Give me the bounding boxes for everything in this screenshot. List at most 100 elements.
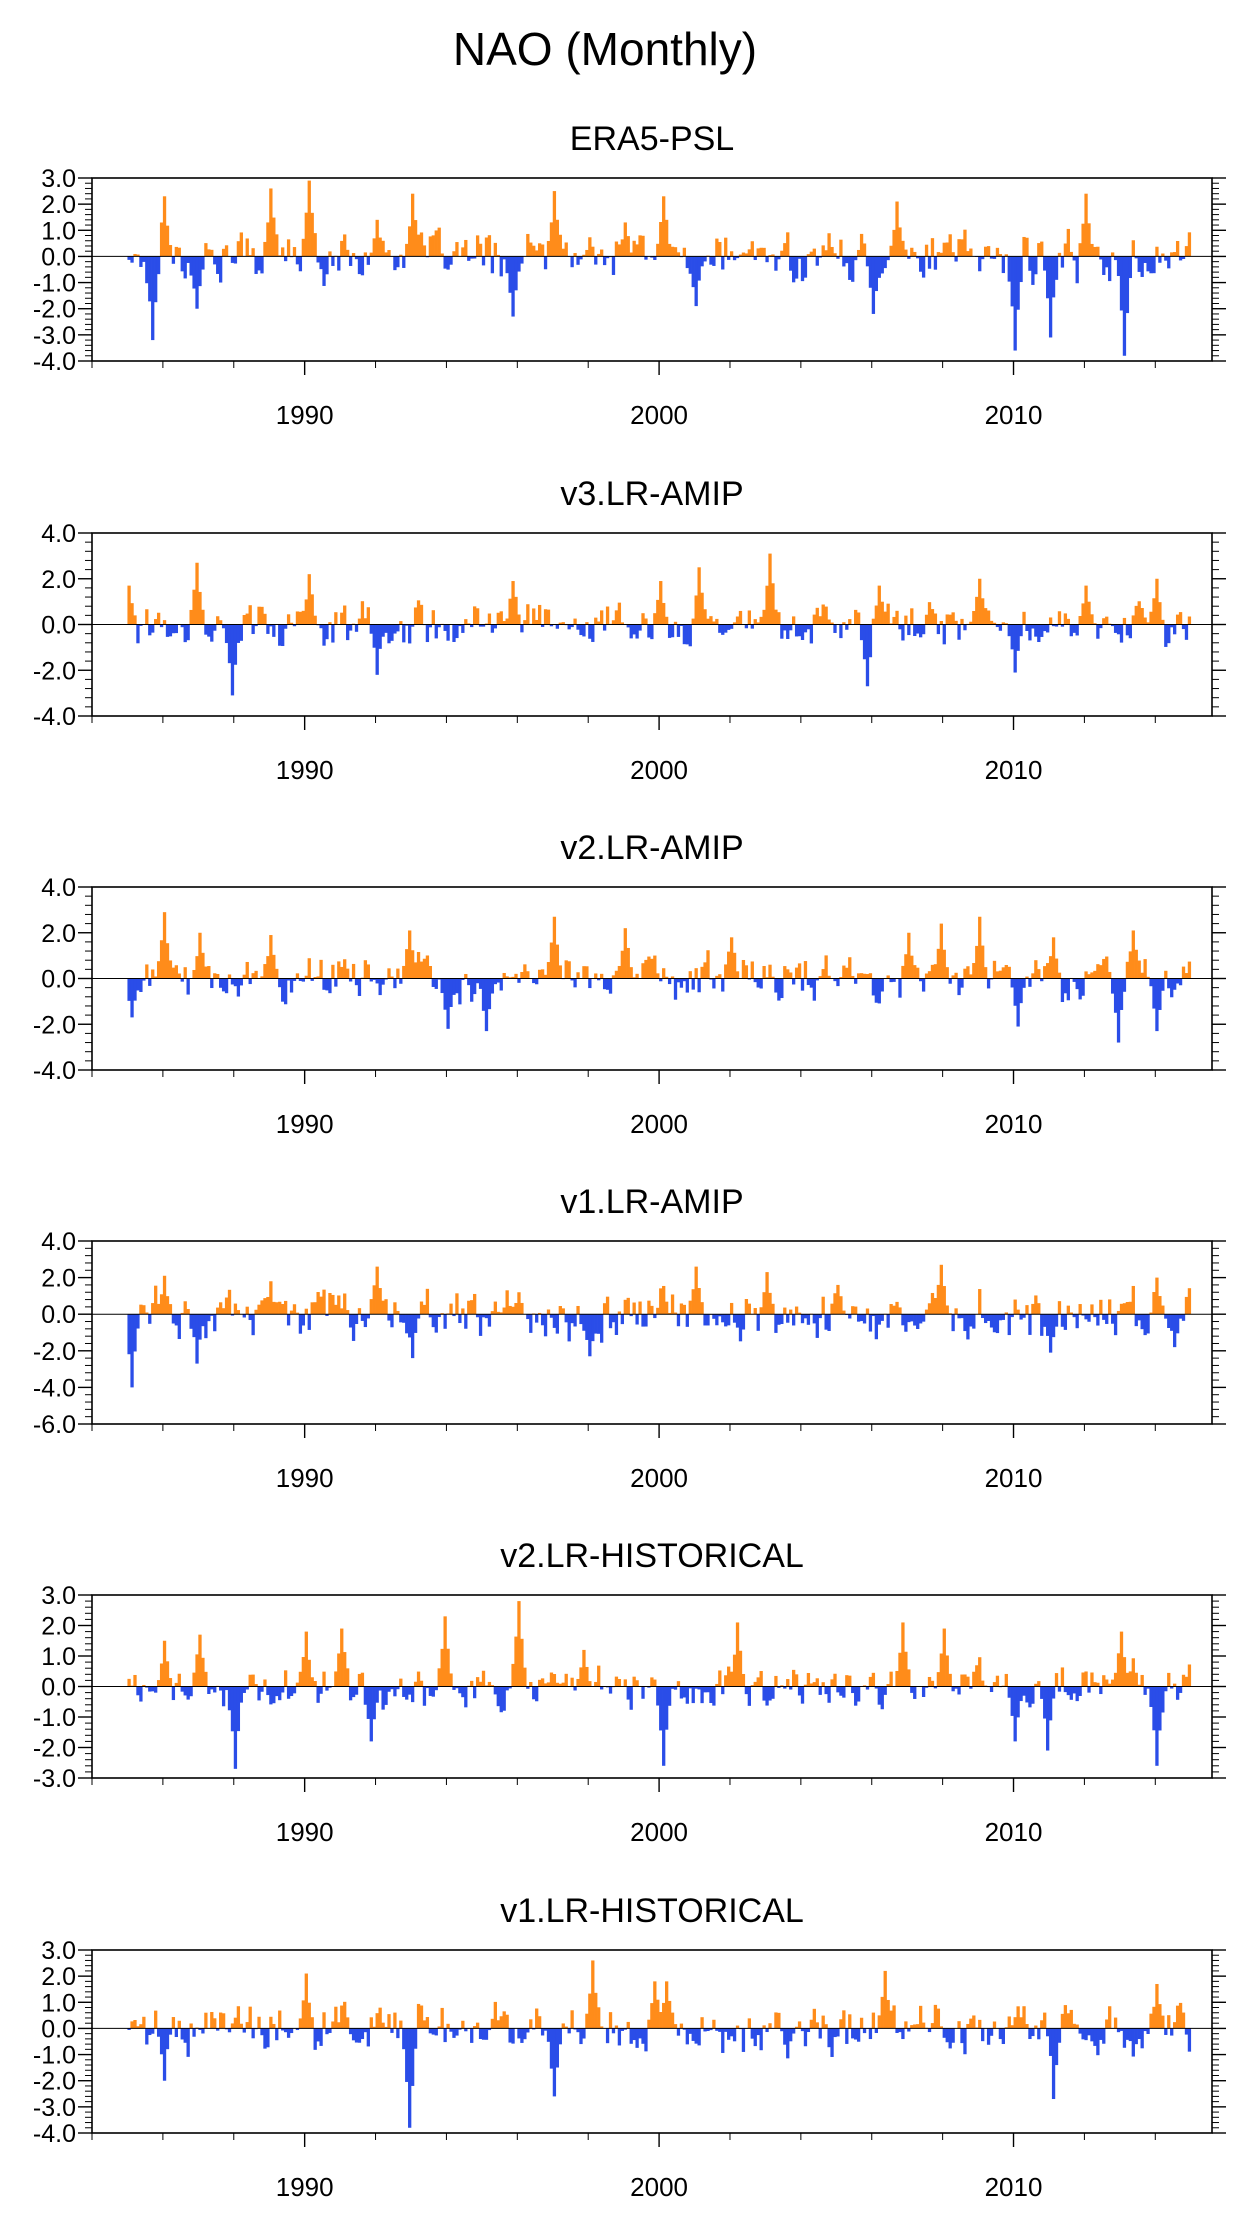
negative-bar xyxy=(224,624,229,644)
positive-bar xyxy=(765,585,769,625)
negative-bar xyxy=(865,624,870,687)
positive-bar xyxy=(540,244,545,257)
negative-bar xyxy=(1122,2028,1127,2048)
positive-bar xyxy=(470,1300,474,1315)
positive-bar xyxy=(1110,1679,1115,1687)
negative-bar xyxy=(756,978,760,988)
positive-bar xyxy=(579,1667,583,1687)
positive-bar xyxy=(266,1296,270,1315)
positive-bar xyxy=(588,1993,592,2029)
negative-bar xyxy=(363,1686,368,1705)
x-tick-label: 1990 xyxy=(276,400,334,430)
positive-bar xyxy=(1170,252,1174,257)
negative-bar xyxy=(1007,256,1011,282)
positive-bar xyxy=(794,1306,799,1315)
positive-bar xyxy=(617,1311,622,1315)
positive-bar xyxy=(626,236,630,257)
positive-bar xyxy=(830,246,834,257)
negative-bar xyxy=(1063,978,1068,994)
positive-bar xyxy=(139,1304,143,1315)
y-tick-label: 2.0 xyxy=(41,566,76,594)
positive-bar xyxy=(904,2021,908,2029)
positive-bar xyxy=(564,1673,568,1687)
positive-bar xyxy=(771,1303,775,1315)
positive-bar xyxy=(558,622,562,625)
positive-bar xyxy=(535,619,539,625)
negative-bar xyxy=(957,624,961,640)
positive-bar xyxy=(269,188,273,257)
positive-bar xyxy=(774,2012,778,2029)
positive-bar xyxy=(768,255,772,257)
negative-bar xyxy=(635,1314,639,1325)
negative-bar xyxy=(656,1686,660,1706)
positive-bar xyxy=(1048,617,1053,625)
positive-bar xyxy=(543,1683,548,1687)
positive-bar xyxy=(245,2022,249,2029)
negative-bar xyxy=(688,624,692,647)
positive-bar xyxy=(945,1655,949,1687)
negative-bar xyxy=(434,2028,438,2036)
positive-bar xyxy=(543,974,548,979)
positive-bar xyxy=(676,1681,681,1687)
positive-bar xyxy=(1152,1292,1156,1315)
positive-bar xyxy=(219,2012,223,2029)
negative-bar xyxy=(1158,256,1162,263)
positive-bar xyxy=(236,241,241,257)
positive-bar xyxy=(1016,1309,1020,1315)
negative-bar xyxy=(685,624,689,645)
positive-bar xyxy=(213,973,217,979)
negative-bar xyxy=(783,624,787,631)
positive-bar xyxy=(706,618,710,625)
positive-bar xyxy=(502,972,506,979)
negative-bar xyxy=(1013,624,1017,673)
positive-bar xyxy=(797,1312,802,1315)
positive-bar xyxy=(966,251,970,257)
negative-bar xyxy=(425,1686,430,1689)
positive-bar xyxy=(1057,1301,1062,1315)
negative-bar xyxy=(650,624,654,640)
positive-bar xyxy=(670,976,675,979)
negative-bar xyxy=(780,978,784,999)
negative-bar xyxy=(428,1686,433,1696)
y-tick-label: 2.0 xyxy=(41,191,76,219)
positive-bar xyxy=(747,249,751,257)
positive-bar xyxy=(679,2023,684,2029)
negative-bar xyxy=(186,978,190,995)
negative-bar xyxy=(1122,978,1127,992)
positive-bar xyxy=(656,973,660,979)
negative-bar xyxy=(1110,1314,1115,1324)
negative-bar xyxy=(295,2028,300,2031)
positive-bar xyxy=(1134,949,1138,979)
negative-bar xyxy=(1060,624,1065,627)
positive-bar xyxy=(1037,969,1041,979)
negative-bar xyxy=(431,1686,435,1697)
positive-bar xyxy=(487,235,492,257)
positive-bar xyxy=(511,976,515,979)
negative-bar xyxy=(709,1686,713,1704)
positive-bar xyxy=(334,2006,338,2029)
negative-bar xyxy=(629,1314,633,1317)
negative-bar xyxy=(591,624,595,642)
negative-bar xyxy=(319,624,323,629)
negative-bar xyxy=(611,256,616,275)
positive-bar xyxy=(136,254,140,257)
negative-bar xyxy=(281,2028,285,2031)
negative-bar xyxy=(1013,256,1017,351)
positive-bar xyxy=(895,1301,899,1315)
positive-bar xyxy=(543,609,548,625)
negative-bar xyxy=(251,2028,255,2039)
negative-bar xyxy=(437,1314,441,1318)
negative-bar xyxy=(818,1314,822,1319)
negative-bar xyxy=(789,1686,793,1690)
positive-bar xyxy=(174,1682,178,1687)
positive-bar xyxy=(975,596,979,625)
negative-bar xyxy=(836,256,840,259)
negative-bar xyxy=(546,2028,551,2042)
positive-bar xyxy=(957,239,961,257)
positive-bar xyxy=(502,1307,506,1315)
positive-bar xyxy=(700,1302,704,1315)
positive-bar xyxy=(301,610,305,625)
positive-bar xyxy=(1134,1672,1138,1687)
negative-bar xyxy=(230,256,235,263)
positive-bar xyxy=(614,610,619,625)
